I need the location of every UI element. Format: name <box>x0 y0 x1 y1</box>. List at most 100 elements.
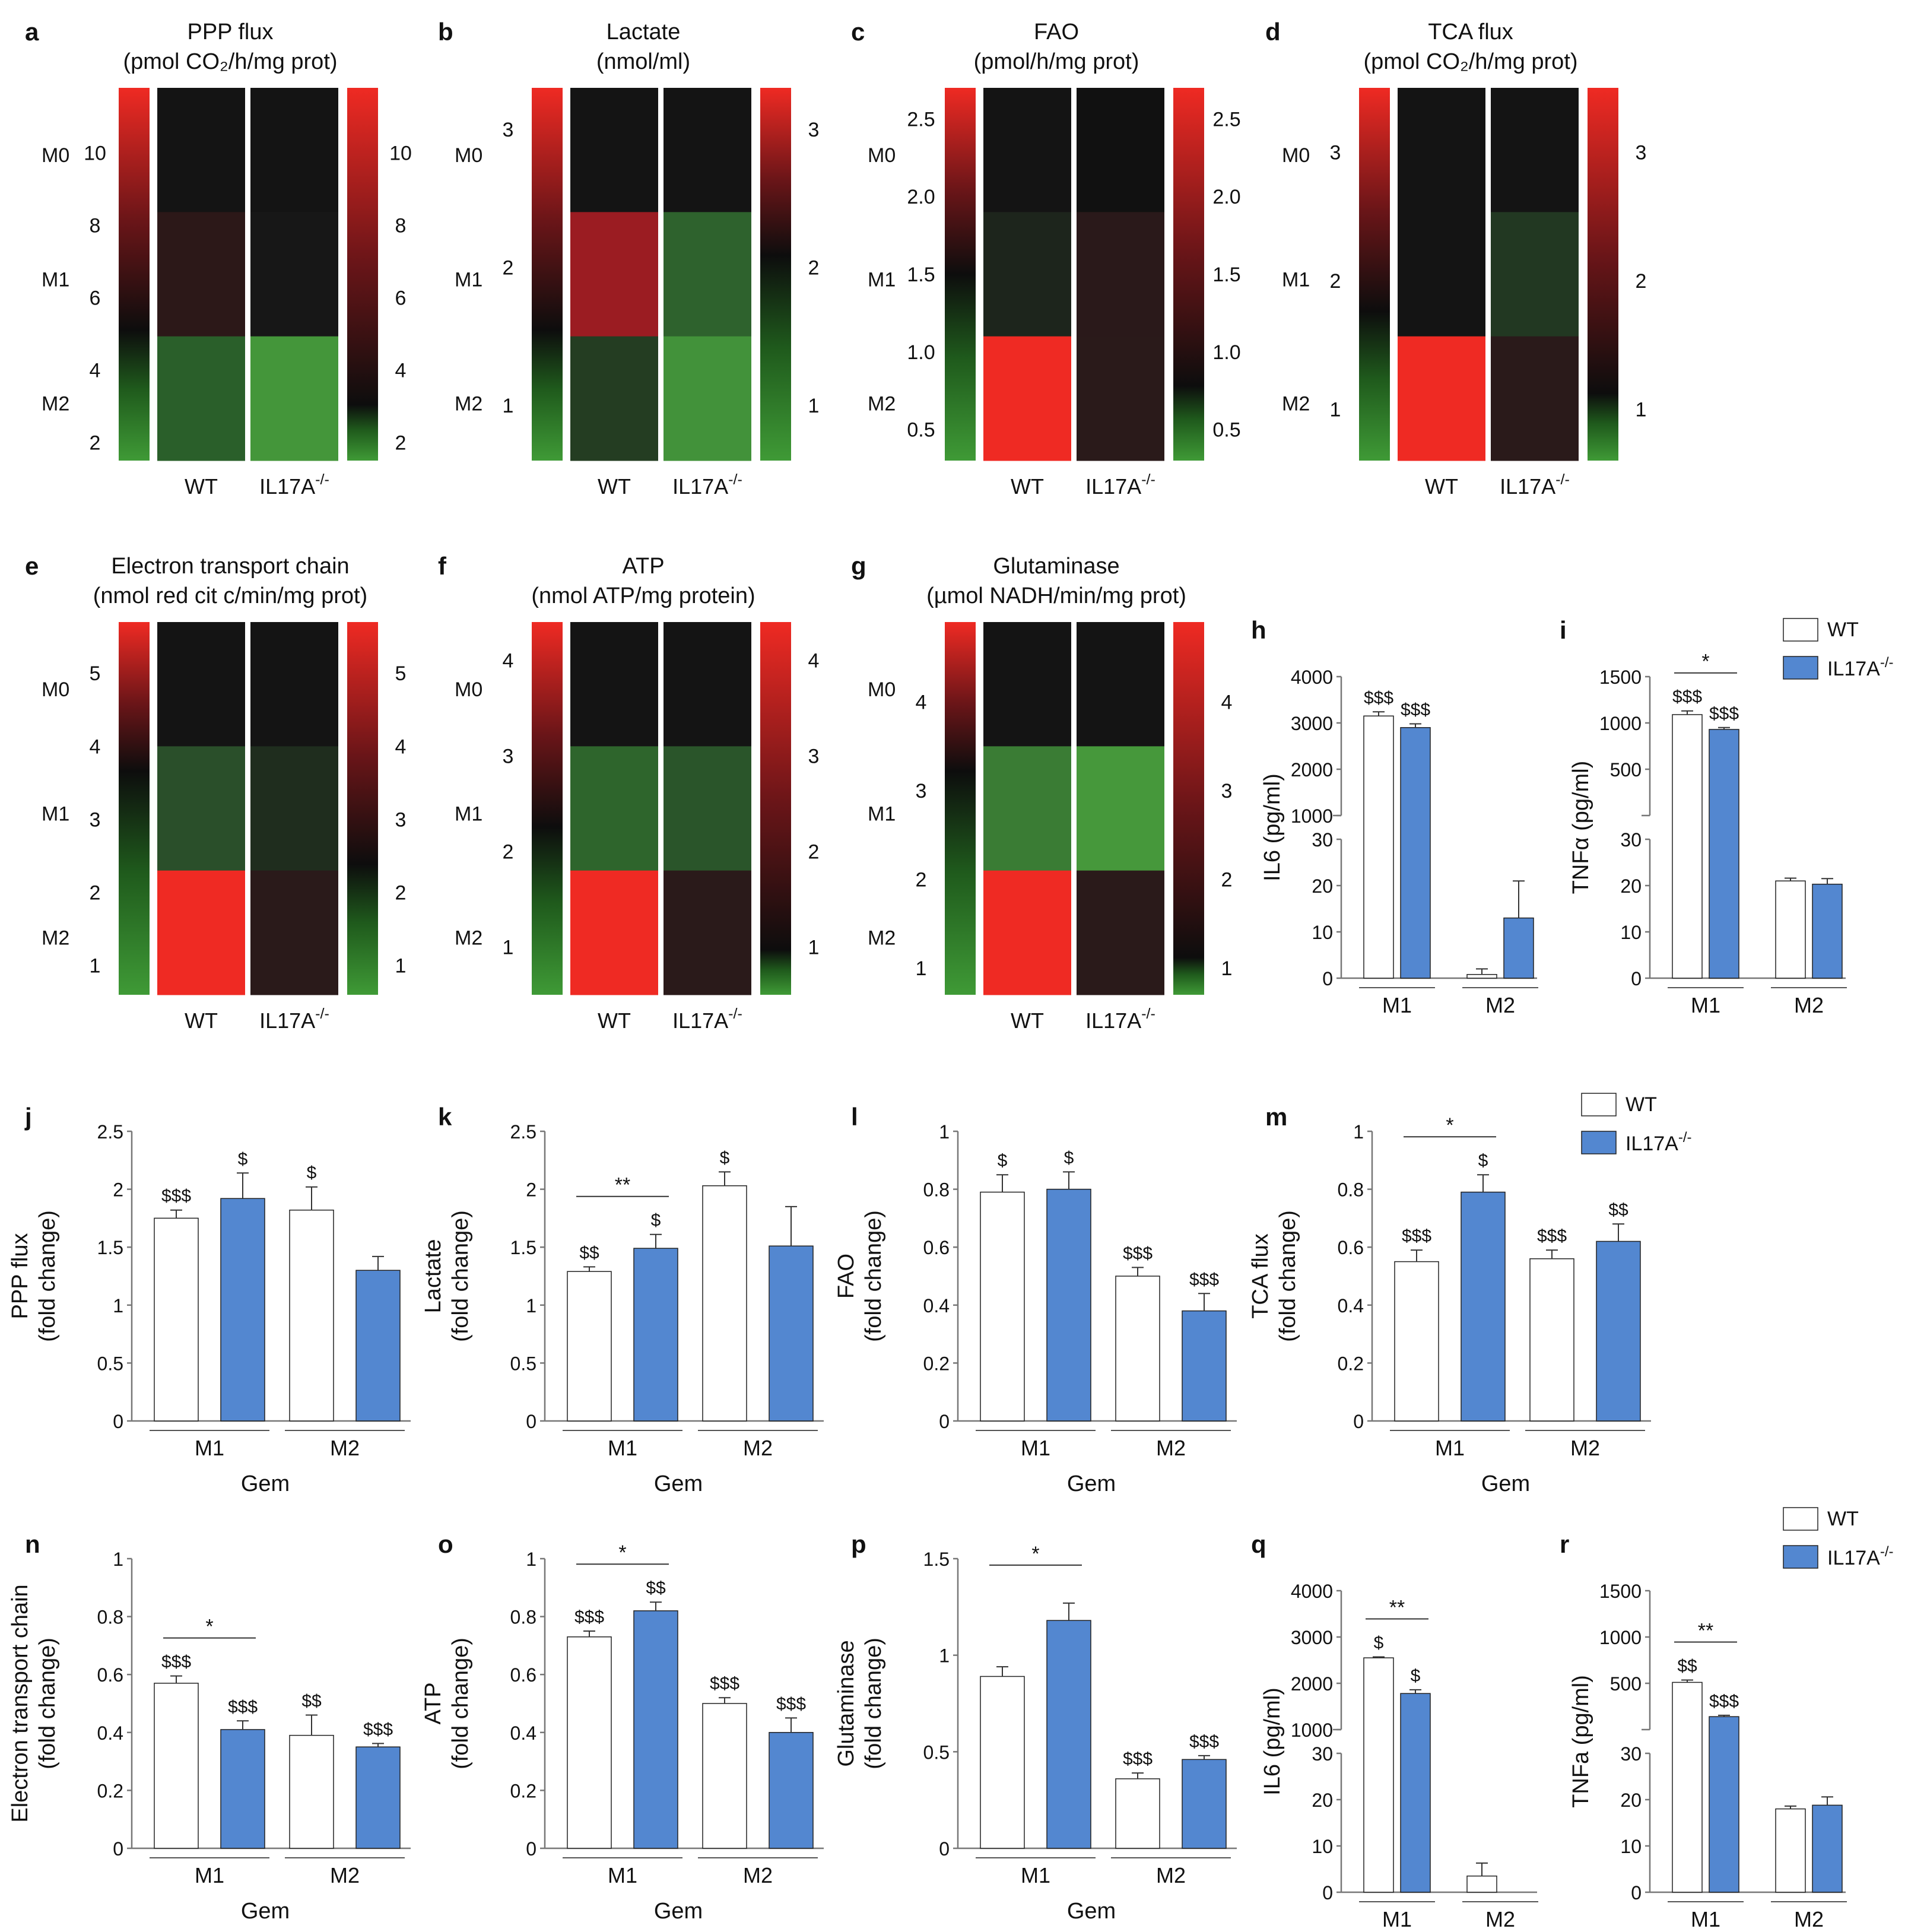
row-label-m0: M0 <box>1282 144 1310 167</box>
scale-tick-label: 2 <box>808 840 820 863</box>
y-tick-label: 0.6 <box>1338 1237 1364 1258</box>
y-axis-label-line1: Glutaminase <box>834 1640 859 1766</box>
legend-label-wt: WT <box>1626 1093 1657 1116</box>
y-tick-label: 0 <box>1631 968 1642 989</box>
panel-letter: g <box>851 552 866 580</box>
y-tick-label: 0.5 <box>510 1353 536 1374</box>
x-category-label-m1: M1 <box>608 1436 637 1460</box>
y-axis-label-line2: (fold change) <box>448 1210 473 1342</box>
y-tick-label: 0.4 <box>97 1722 123 1744</box>
y-tick-label: 0.6 <box>510 1664 536 1686</box>
scale-tick-label: 2 <box>1330 270 1341 293</box>
scale-tick-label: 3 <box>916 780 927 802</box>
y-tick-label: 30 <box>1620 829 1642 851</box>
significance-label: $$$ <box>363 1720 393 1739</box>
y-axis-label: PPP flux (fold change) <box>8 1210 60 1342</box>
color-scale-left <box>119 622 150 995</box>
y-axis-label-line1: PPP flux <box>8 1233 33 1319</box>
column-label-il17a: IL17A-/- <box>672 471 742 499</box>
scale-tick-label: 4 <box>916 691 927 714</box>
panel-b: b Lactate (nmol/ml) 3 2 1 3 2 1 M0 M1 M2 WT IL17A-/- <box>438 18 819 499</box>
comparison-star: ** <box>1698 1620 1713 1642</box>
heatmap-cell-wt-m2 <box>983 870 1071 995</box>
y-tick-label: 0.4 <box>1338 1295 1364 1316</box>
row-label-m1: M1 <box>1282 268 1310 291</box>
scale-tick-label: 3 <box>808 745 820 767</box>
panel-i: i 1500 1000 500 30 20 10 0 TNFα (pg/ml) $$$ $$$ M1 M… <box>1560 616 1847 1017</box>
scale-tick-label: 2 <box>1221 869 1233 892</box>
y-tick-label: 0.8 <box>1338 1179 1364 1201</box>
bar-il17a-m1 <box>1400 1693 1431 1893</box>
panel-a: a PPP flux (pmol CO₂/h/mg prot) 10 8 6 4 2 10 8 6 4… <box>25 18 412 499</box>
legend-swatch-wt <box>1581 1093 1617 1116</box>
legend-label-il17a: IL17A-/- <box>1626 1130 1692 1155</box>
panel-n: n 1 0.8 0.6 0.4 0.2 0 Electron transport chain(… <box>8 1530 411 1924</box>
scale-tick-label: 1.5 <box>1212 264 1240 286</box>
x-category-label-m1: M1 <box>1021 1436 1050 1460</box>
bar-wt-m2 <box>289 1734 334 1849</box>
row-label-m2: M2 <box>455 927 482 950</box>
y-axis-label-line2: (fold change) <box>35 1638 60 1769</box>
row-label-m0: M0 <box>42 678 69 701</box>
significance-label: $$$ <box>1189 1732 1219 1752</box>
significance-label: $ <box>1411 1666 1421 1686</box>
comparison-star: ** <box>615 1174 630 1197</box>
scale-tick-label: 6 <box>90 287 101 310</box>
heatmap-cell-il17a-m2 <box>1491 336 1579 461</box>
scale-tick-label: 2.0 <box>1212 186 1240 208</box>
heatmap-cell-il17a-m0 <box>1491 88 1579 212</box>
panel-letter: r <box>1560 1530 1569 1558</box>
scale-tick-label: 3 <box>503 745 514 767</box>
bar-il17a-m2 <box>1596 1241 1641 1422</box>
legend-label-sup: -/- <box>1678 1130 1692 1146</box>
comparison-star: * <box>618 1541 626 1564</box>
column-label-wt: WT <box>598 474 631 499</box>
panel-letter: k <box>438 1103 452 1131</box>
label-main: IL17A <box>259 1008 315 1033</box>
label-sup: -/- <box>1555 471 1570 488</box>
bar-wt-m1 <box>154 1217 199 1422</box>
y-tick-label: 0.5 <box>97 1353 123 1374</box>
x-category-label-m1: M1 <box>1382 993 1412 1017</box>
gem-axis-title: Gem <box>241 1899 290 1924</box>
heatmap-cell-wt-m1 <box>570 212 658 337</box>
chart-subtitle: (pmol CO₂/h/mg prot) <box>1363 49 1577 74</box>
y-tick-label: 0.2 <box>510 1780 536 1801</box>
color-scale-right <box>1173 88 1204 461</box>
bar-wt-m2 <box>289 1209 334 1422</box>
legend-label-wt: WT <box>1827 1508 1859 1530</box>
heatmap-cell-wt-m1 <box>983 746 1071 871</box>
significance-label: $ <box>998 1151 1008 1170</box>
y-tick-label: 30 <box>1312 1743 1333 1765</box>
row-label-m1: M1 <box>42 268 69 291</box>
legend-swatch-il17a <box>1581 1131 1617 1154</box>
y-tick-label: 2 <box>526 1179 536 1201</box>
scale-tick-label: 10 <box>84 142 106 165</box>
heatmap-cell-wt-m1 <box>157 212 245 337</box>
legend-swatch-il17a <box>1783 656 1818 680</box>
panel-letter: p <box>851 1530 866 1558</box>
panel-letter: m <box>1265 1103 1287 1131</box>
heatmap-cell-wt-m0 <box>1398 88 1485 212</box>
y-tick-label: 2000 <box>1291 759 1333 781</box>
y-tick-label: 0 <box>1353 1411 1364 1432</box>
bar-wt-m1 <box>980 1676 1025 1849</box>
gem-axis-title: Gem <box>1067 1471 1116 1496</box>
x-category-label-m2: M2 <box>1485 993 1515 1017</box>
heatmap-cell-il17a-m0 <box>1077 622 1164 747</box>
row-label-m2: M2 <box>455 393 482 415</box>
scale-tick-label: 1 <box>90 955 101 978</box>
panel-letter: b <box>438 18 453 46</box>
scale-tick-label: 2 <box>808 256 820 279</box>
bar-wt-m2 <box>1466 1875 1497 1893</box>
x-category-label-m1: M1 <box>1435 1436 1465 1460</box>
legend-bottom: WT IL17A-/- <box>1783 1507 1894 1569</box>
gem-axis-title: Gem <box>1481 1471 1530 1496</box>
y-tick-label: 0.6 <box>97 1664 123 1686</box>
scale-tick-label: 1 <box>503 395 514 417</box>
comparison-star: * <box>205 1616 213 1638</box>
y-tick-label: 2000 <box>1291 1673 1333 1695</box>
bar-wt-m1 <box>567 1636 612 1849</box>
y-tick-label: 20 <box>1312 875 1333 897</box>
